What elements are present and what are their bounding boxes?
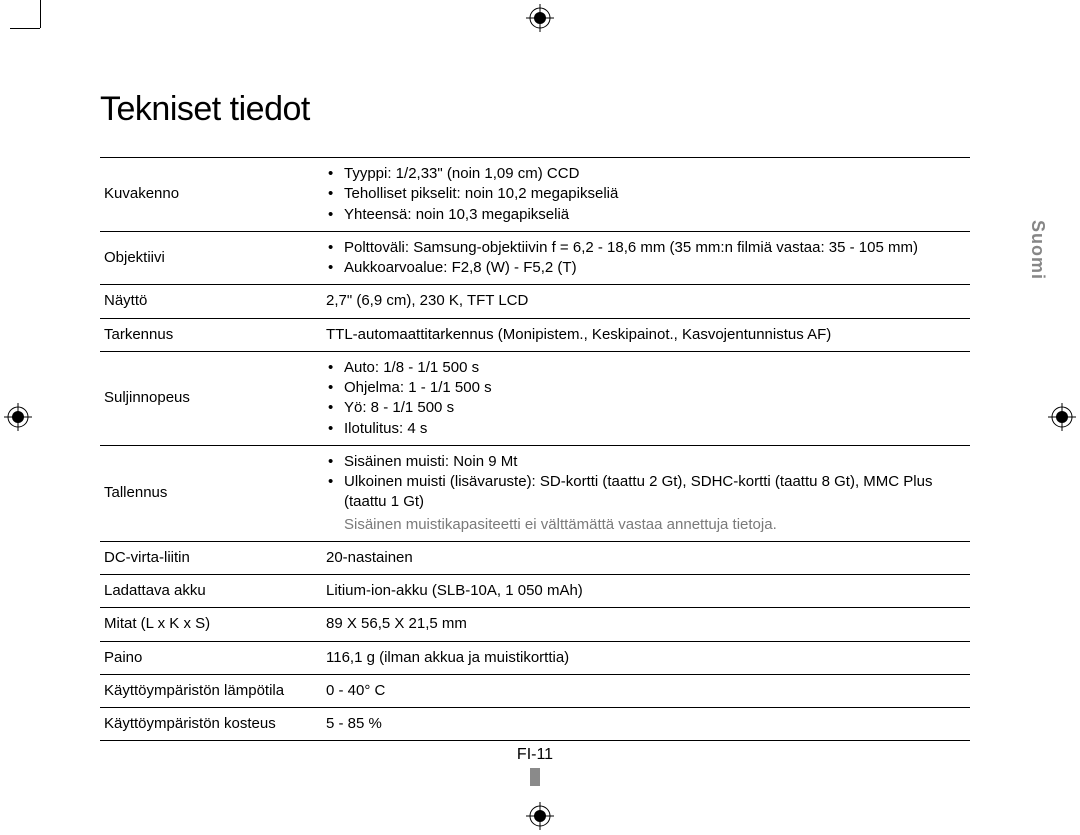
spec-label: Tarkennus: [100, 318, 318, 351]
bullet-list: Polttoväli: Samsung-objektiivin f = 6,2 …: [326, 238, 962, 279]
table-row: Paino116,1 g (ilman akkua ja muistikortt…: [100, 641, 970, 674]
footer-bar-icon: [530, 768, 540, 786]
spec-value: 0 - 40° C: [318, 674, 970, 707]
page-number: FI-11: [100, 746, 970, 764]
spec-value: 5 - 85 %: [318, 708, 970, 741]
crop-mark-vertical: [40, 0, 41, 28]
spec-value: 2,7" (6,9 cm), 230 K, TFT LCD: [318, 285, 970, 318]
spec-value: Tyyppi: 1/2,33" (noin 1,09 cm) CCDTeholl…: [318, 158, 970, 232]
table-row: Ladattava akkuLitium-ion-akku (SLB-10A, …: [100, 575, 970, 608]
table-row: Käyttöympäristön lämpötila0 - 40° C: [100, 674, 970, 707]
bullet-item: Tyyppi: 1/2,33" (noin 1,09 cm) CCD: [326, 164, 962, 184]
spec-note: Sisäinen muistikapasiteetti ei välttämät…: [326, 515, 962, 535]
spec-table: KuvakennoTyyppi: 1/2,33" (noin 1,09 cm) …: [100, 157, 970, 741]
bullet-item: Sisäinen muisti: Noin 9 Mt: [326, 452, 962, 472]
page-content: Tekniset tiedot Suomi KuvakennoTyyppi: 1…: [100, 40, 1020, 794]
bullet-item: Teholliset pikselit: noin 10,2 megapikse…: [326, 184, 962, 204]
spec-label: Ladattava akku: [100, 575, 318, 608]
bullet-list: Auto: 1/8 - 1/1 500 sOhjelma: 1 - 1/1 50…: [326, 358, 962, 439]
table-row: Käyttöympäristön kosteus5 - 85 %: [100, 708, 970, 741]
crop-mark-horizontal: [10, 28, 40, 29]
spec-label: Tallennus: [100, 445, 318, 541]
spec-value: TTL-automaattitarkennus (Monipistem., Ke…: [318, 318, 970, 351]
table-row: TallennusSisäinen muisti: Noin 9 MtUlkoi…: [100, 445, 970, 541]
spec-label: Mitat (L x K x S): [100, 608, 318, 641]
bullet-item: Aukkoarvoalue: F2,8 (W) - F5,2 (T): [326, 258, 962, 278]
page-footer: FI-11: [100, 746, 970, 786]
table-row: Objektiivi Polttoväli: Samsung-objektiivi…: [100, 231, 970, 285]
spec-label: Näyttö: [100, 285, 318, 318]
bullet-item: Polttoväli: Samsung-objektiivin f = 6,2 …: [326, 238, 962, 258]
bullet-list: Tyyppi: 1/2,33" (noin 1,09 cm) CCDTeholl…: [326, 164, 962, 225]
bullet-item: Yhteensä: noin 10,3 megapikseliä: [326, 205, 962, 225]
bullet-list: Sisäinen muisti: Noin 9 MtUlkoinen muist…: [326, 452, 962, 513]
spec-value: 20-nastainen: [318, 541, 970, 574]
spec-label: DC-virta-liitin: [100, 541, 318, 574]
page-title: Tekniset tiedot: [100, 90, 1020, 129]
bullet-item: Ohjelma: 1 - 1/1 500 s: [326, 378, 962, 398]
bullet-item: Auto: 1/8 - 1/1 500 s: [326, 358, 962, 378]
table-row: TarkennusTTL-automaattitarkennus (Monipi…: [100, 318, 970, 351]
bullet-item: Ulkoinen muisti (lisävaruste): SD-kortti…: [326, 472, 962, 513]
table-row: KuvakennoTyyppi: 1/2,33" (noin 1,09 cm) …: [100, 158, 970, 232]
spec-label: Paino: [100, 641, 318, 674]
bullet-item: Ilotulitus: 4 s: [326, 419, 962, 439]
spec-value: 89 X 56,5 X 21,5 mm: [318, 608, 970, 641]
registration-mark-icon: [526, 4, 554, 32]
table-row: SuljinnopeusAuto: 1/8 - 1/1 500 sOhjelma…: [100, 351, 970, 445]
spec-label: Käyttöympäristön kosteus: [100, 708, 318, 741]
registration-mark-icon: [4, 403, 32, 431]
spec-label: Kuvakenno: [100, 158, 318, 232]
language-tab: Suomi: [1027, 220, 1048, 280]
table-row: Näyttö2,7" (6,9 cm), 230 K, TFT LCD: [100, 285, 970, 318]
spec-label: Objektiivi: [100, 231, 318, 285]
registration-mark-icon: [1048, 403, 1076, 431]
spec-value: 116,1 g (ilman akkua ja muistikorttia): [318, 641, 970, 674]
spec-label: Käyttöympäristön lämpötila: [100, 674, 318, 707]
spec-label: Suljinnopeus: [100, 351, 318, 445]
registration-mark-icon: [526, 802, 554, 830]
spec-value: Litium-ion-akku (SLB-10A, 1 050 mAh): [318, 575, 970, 608]
bullet-item: Yö: 8 - 1/1 500 s: [326, 398, 962, 418]
spec-value: Auto: 1/8 - 1/1 500 sOhjelma: 1 - 1/1 50…: [318, 351, 970, 445]
spec-value: Sisäinen muisti: Noin 9 MtUlkoinen muist…: [318, 445, 970, 541]
table-row: DC-virta-liitin20-nastainen: [100, 541, 970, 574]
table-row: Mitat (L x K x S)89 X 56,5 X 21,5 mm: [100, 608, 970, 641]
spec-value: Polttoväli: Samsung-objektiivin f = 6,2 …: [318, 231, 970, 285]
